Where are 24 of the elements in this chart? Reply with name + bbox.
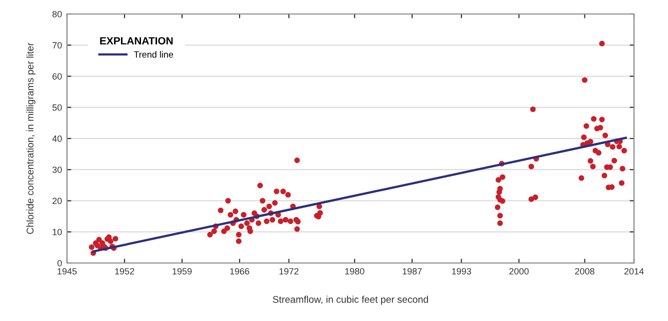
y-tick-label: 60 — [52, 73, 62, 80]
x-tick-label: 1987 — [402, 268, 422, 274]
x-tick-label: 1980 — [345, 268, 364, 274]
x-tick-label: 2014 — [624, 268, 644, 274]
y-axis-title: Chloride concentration, in milligrams per liter — [26, 42, 36, 234]
y-tick-label: 80 — [52, 10, 62, 18]
legend-label: Trend line — [134, 51, 174, 58]
x-tick-label: 1952 — [115, 268, 134, 274]
y-tick-label: 50 — [52, 104, 62, 111]
y-tick-label: 40 — [52, 135, 62, 142]
y-tick-label: 0 — [57, 260, 62, 266]
y-tick-label: 20 — [52, 198, 62, 204]
x-tick-label: 1972 — [280, 268, 298, 274]
x-tick-label: 2000 — [509, 268, 529, 274]
y-tick-label: 70 — [52, 42, 62, 48]
y-tick-label: 30 — [52, 166, 62, 173]
x-tick-label: 1993 — [452, 268, 472, 274]
x-axis-title: Streamflow, in cubic feet per second — [272, 296, 428, 305]
x-tick-label: 1966 — [230, 268, 250, 274]
y-tick-label: 10 — [52, 228, 62, 236]
x-tick-label: 1945 — [58, 268, 77, 274]
x-tick-label: 2008 — [575, 268, 594, 274]
legend-title: EXPLANATION — [100, 37, 173, 44]
x-tick-label: 1959 — [172, 268, 192, 274]
